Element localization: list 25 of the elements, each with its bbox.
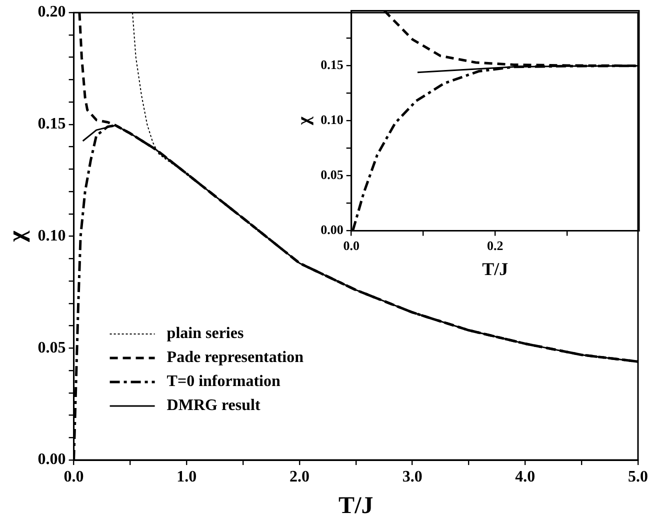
x-tick-label: 0.2 — [487, 238, 504, 253]
y-tick-label: 0.00 — [38, 451, 66, 468]
x-tick-label: 1.0 — [176, 468, 197, 486]
y-axis-title: χ — [4, 230, 31, 243]
legend-label: plain series — [166, 325, 244, 342]
legend-label: T=0 information — [166, 373, 280, 390]
y-tick-label: 0.05 — [320, 167, 344, 182]
y-tick-label: 0.10 — [38, 227, 66, 244]
x-axis-title: T/J — [338, 492, 374, 519]
y-axis-title: χ — [293, 116, 314, 126]
legend-label: Pade representation — [166, 349, 304, 366]
y-tick-label: 0.15 — [320, 57, 344, 72]
x-tick-label: 0.0 — [343, 238, 360, 253]
x-tick-label: 2.0 — [289, 468, 310, 486]
x-tick-label: 3.0 — [402, 468, 422, 486]
y-tick-label: 0.20 — [38, 4, 66, 21]
y-tick-label: 0.15 — [38, 116, 66, 133]
x-tick-label: 4.0 — [515, 468, 536, 486]
y-tick-label: 0.05 — [38, 339, 66, 356]
y-tick-label: 0.10 — [320, 112, 344, 128]
x-axis-title: T/J — [482, 258, 508, 279]
legend-label: DMRG result — [166, 397, 261, 414]
x-tick-label: 0.0 — [64, 468, 84, 486]
x-tick-label: 5.0 — [628, 468, 648, 486]
y-tick-label: 0.00 — [320, 222, 344, 238]
